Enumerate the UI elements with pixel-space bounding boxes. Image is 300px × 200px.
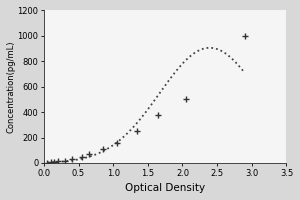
X-axis label: Optical Density: Optical Density — [125, 183, 205, 193]
Y-axis label: Concentration(pg/mL): Concentration(pg/mL) — [7, 40, 16, 133]
